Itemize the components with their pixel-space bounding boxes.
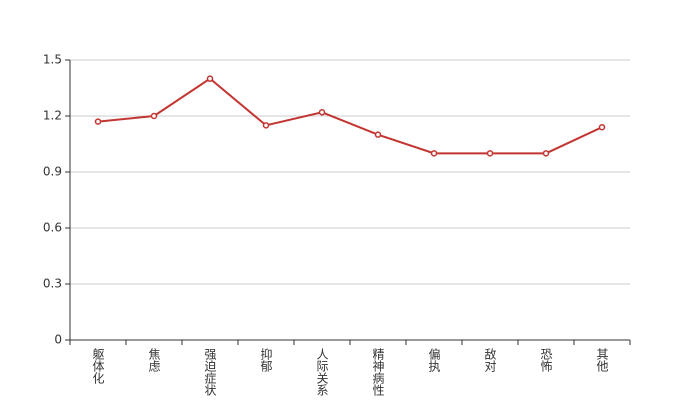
x-tick-label: 抑郁 (259, 347, 273, 373)
x-tick-label: 精神病性 (371, 348, 385, 397)
x-tick-label: 焦虑 (147, 348, 161, 372)
point (206, 75, 214, 82)
line (97, 77, 603, 155)
x-tick-label: 强迫症状 (203, 348, 217, 396)
x-tick-label: 敌对 (483, 347, 497, 372)
x-tick-label: 躯体化 (91, 347, 105, 385)
x-tick-label: 人际关系 (315, 348, 329, 396)
point (542, 150, 550, 157)
point (430, 150, 438, 157)
point (94, 118, 102, 125)
point (374, 131, 382, 138)
x-tick-label: 偏执 (427, 347, 441, 373)
y-tick-label: 1.2 (43, 109, 62, 123)
y-tick-label: 0 (54, 333, 62, 347)
y-tick-label: 1.5 (43, 53, 62, 67)
x-tick-label: 恐怖 (539, 348, 553, 372)
y-tick-label: 0.9 (43, 165, 62, 179)
point (262, 122, 270, 129)
y-tick-label: 0.6 (43, 221, 62, 235)
point (150, 112, 158, 120)
point (318, 109, 326, 116)
y-tick-label: 0.3 (43, 277, 62, 291)
x-tick-label: 其他 (595, 348, 609, 372)
point (598, 123, 606, 131)
point (486, 150, 494, 157)
